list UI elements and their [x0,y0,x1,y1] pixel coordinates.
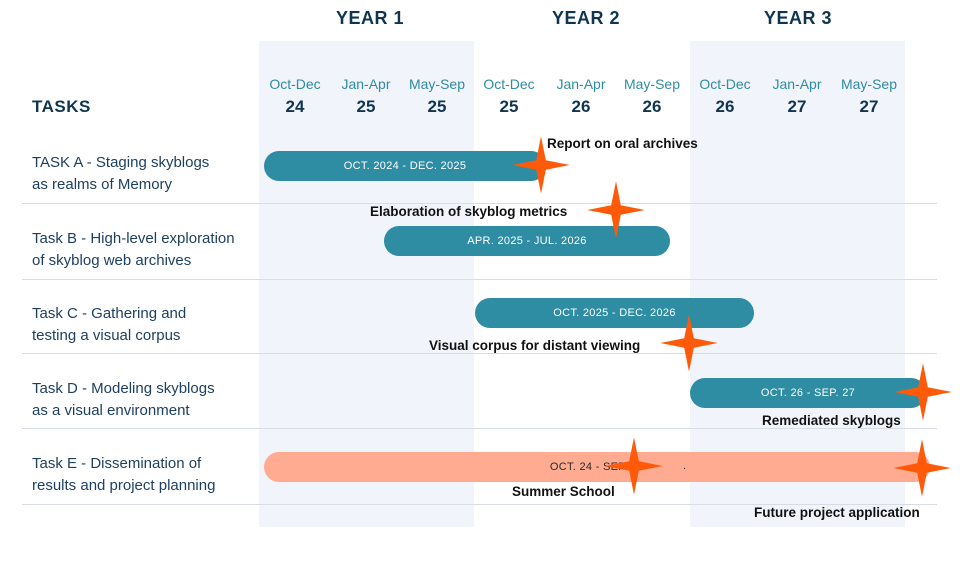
task-b-label: Task B - High-level exploration of skyblo… [32,228,260,272]
milestone-star-icon [893,362,953,422]
period-month: Oct-Dec [699,76,751,92]
year-header: YEAR 1 [335,8,405,28]
milestone-label: Visual corpus for distant viewing [429,338,641,353]
year3-column-shade [690,41,905,527]
period-year: 26 [642,97,662,116]
period-year: 26 [571,97,591,116]
milestone-star-icon [659,313,719,373]
period-month: Oct-Dec [269,76,321,92]
task-label-line: Task E - Dissemination of [32,455,202,472]
period-month: Jan-Apr [772,76,822,92]
task-label-line: testing a visual corpus [32,327,181,344]
row-divider [22,504,937,505]
period-year: 26 [715,97,735,116]
period-year: 25 [427,97,447,116]
period-header: Jan-Apr 26 [546,76,616,117]
period-year: 25 [356,97,376,116]
row-divider [22,279,937,280]
task-label-line: Task D - Modeling skyblogs [32,380,215,397]
task-label-line: as a visual environment [32,402,190,419]
milestone-label: Summer School [512,484,615,499]
period-month: Jan-Apr [341,76,391,92]
row-divider [22,353,937,354]
task-b-bar: APR. 2025 - JUL. 2026 [384,226,670,256]
task-a-label: TASK A - Staging skyblogs as realms of Me… [32,152,260,196]
tasks-title: TASKS [32,97,91,116]
task-label-line: Task B - High-level exploration [32,230,235,247]
period-header: Oct-Dec 24 [260,76,330,117]
milestone-star-icon [604,436,664,496]
task-c-bar: OCT. 2025 - DEC. 2026 [475,298,754,328]
milestone-label: Elaboration of skyblog metrics [370,204,568,219]
period-year: 24 [285,97,305,116]
task-e-bar-dot: . [683,460,687,472]
period-month: Jan-Apr [556,76,606,92]
task-label-line: TASK A - Staging skyblogs [32,154,210,171]
milestone-star-icon [586,180,646,240]
period-header: Oct-Dec 25 [474,76,544,117]
period-month: May-Sep [623,76,681,92]
task-d-bar: OCT. 26 - SEP. 27 [690,378,926,408]
period-header: Jan-Apr 27 [762,76,832,117]
period-year: 25 [499,97,519,116]
year1-column-shade [259,41,474,527]
period-header: May-Sep 26 [617,76,687,117]
milestone-star-icon [892,438,952,498]
task-d-label: Task D - Modeling skyblogs as a visual en… [32,378,260,422]
task-label-line: results and project planning [32,477,216,494]
period-header: May-Sep 27 [834,76,904,117]
period-year: 27 [859,97,879,116]
row-divider [22,428,937,429]
period-month: May-Sep [408,76,466,92]
period-year: 27 [787,97,807,116]
task-label-line: Task C - Gathering and [32,305,187,322]
milestone-label: Report on oral archives [547,136,698,151]
task-e-label: Task E - Dissemination of results and pro… [32,453,260,497]
period-header: Jan-Apr 25 [331,76,401,117]
row-divider [22,203,937,204]
milestone-label: Remediated skyblogs [762,413,901,428]
period-month: Oct-Dec [483,76,535,92]
milestone-label: Future project application [754,505,920,520]
period-month: May-Sep [840,76,898,92]
task-label-line: as realms of Memory [32,176,173,193]
task-a-bar: OCT. 2024 - DEC. 2025 [264,151,546,181]
task-c-label: Task C - Gathering and testing a visual c… [32,303,260,347]
period-header: May-Sep 25 [402,76,472,117]
year-header: YEAR 3 [763,8,833,28]
task-e-bar: OCT. 24 - SEP. 27 [264,452,930,482]
period-header: Oct-Dec 26 [690,76,760,117]
task-label-line: of skyblog web archives [32,252,192,269]
milestone-star-icon [511,135,571,195]
year-header: YEAR 2 [551,8,621,28]
